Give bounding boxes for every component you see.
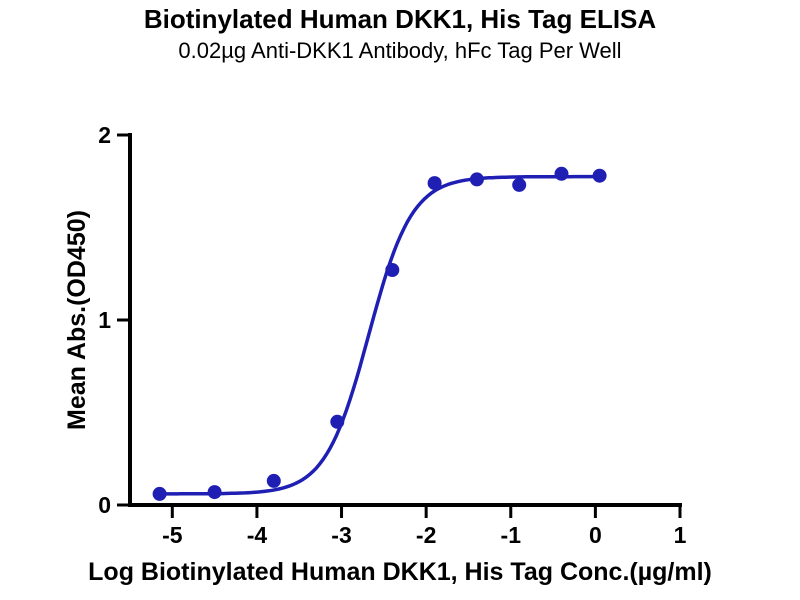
x-tick-label: 1 bbox=[674, 522, 687, 548]
x-tick-label: -3 bbox=[331, 522, 351, 548]
data-point bbox=[152, 486, 167, 501]
x-tick-label: 0 bbox=[589, 522, 602, 548]
fit-curve bbox=[155, 174, 603, 496]
data-point bbox=[385, 263, 400, 277]
data-point bbox=[512, 177, 527, 192]
chart-subtitle: 0.02µg Anti-DKK1 Antibody, hFc Tag Per W… bbox=[178, 38, 622, 63]
x-tick-label: -2 bbox=[416, 522, 436, 548]
data-point bbox=[427, 176, 442, 191]
elisa-chart-plot: -5 -4 -3 -2 -1 0 1 0 1 2 bbox=[98, 122, 687, 548]
y-tick-label: 1 bbox=[98, 307, 111, 333]
data-point bbox=[330, 414, 345, 429]
y-tick-label: 2 bbox=[98, 122, 111, 148]
x-tick-label: -1 bbox=[501, 522, 522, 548]
y-tick-label: 0 bbox=[98, 492, 111, 518]
x-axis-label: Log Biotinylated Human DKK1, His Tag Con… bbox=[88, 558, 712, 586]
data-point bbox=[554, 166, 569, 181]
x-tick-label: -4 bbox=[247, 522, 268, 548]
data-point bbox=[207, 485, 222, 500]
data-point bbox=[469, 172, 484, 187]
data-point bbox=[266, 473, 281, 488]
x-tick-label: -5 bbox=[162, 522, 183, 548]
chart-title: Biotinylated Human DKK1, His Tag ELISA bbox=[143, 4, 657, 34]
data-point bbox=[592, 168, 607, 183]
